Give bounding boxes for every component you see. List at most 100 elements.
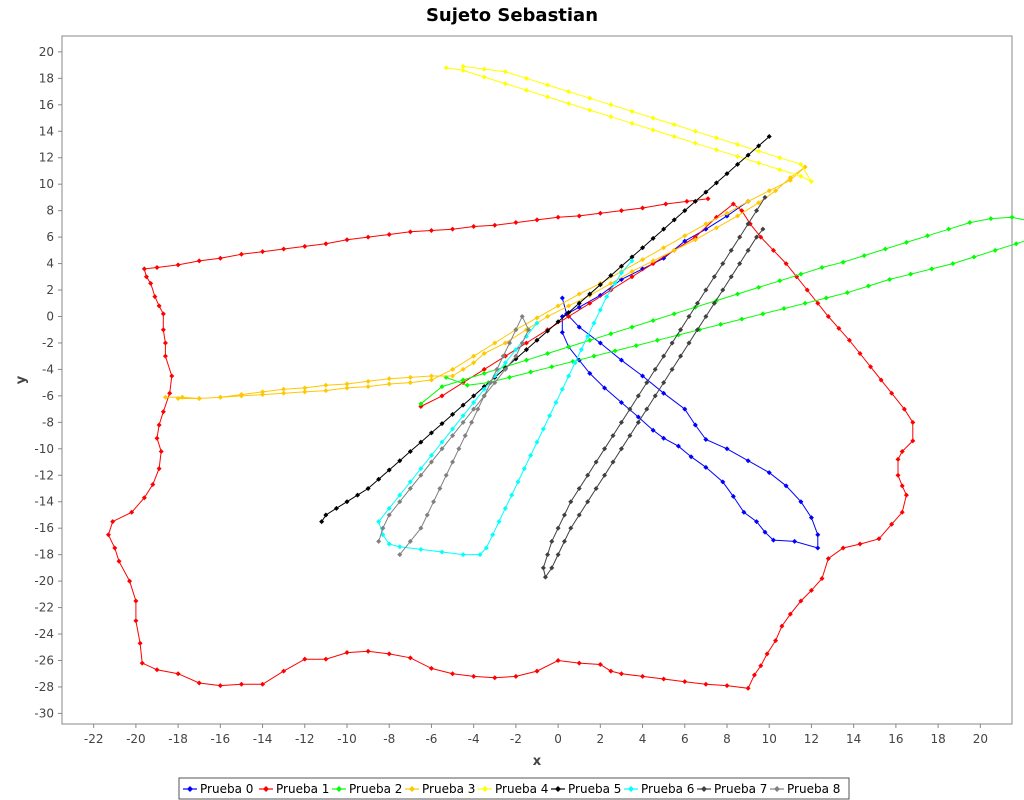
data-point [502, 505, 508, 511]
data-point [802, 300, 808, 306]
data-point [460, 402, 466, 408]
data-point [663, 201, 669, 207]
data-point [523, 357, 529, 363]
x-tick-label: 16 [888, 732, 903, 746]
data-point [882, 246, 888, 252]
data-point [654, 337, 660, 343]
data-point [281, 390, 287, 396]
legend-item: Prueba 0 [183, 782, 253, 796]
data-point [770, 537, 776, 543]
data-point [787, 611, 793, 617]
data-point [815, 300, 821, 306]
data-point [724, 446, 730, 452]
data-point [154, 265, 160, 271]
data-point [798, 598, 804, 604]
data-point [618, 446, 624, 452]
data-point [555, 303, 561, 309]
data-point [629, 269, 635, 275]
data-point [217, 683, 223, 689]
data-point [644, 380, 650, 386]
data-point [376, 519, 382, 525]
y-tick-label: -10 [34, 442, 54, 456]
data-point [158, 448, 164, 454]
y-tick-label: -20 [34, 574, 54, 588]
data-point [344, 237, 350, 243]
data-point [608, 114, 614, 120]
legend-item: Prueba 7 [697, 782, 767, 796]
data-point [903, 492, 909, 498]
data-point [428, 430, 434, 436]
data-point [110, 519, 116, 525]
y-axis: -30-28-26-24-22-20-18-16-14-12-10-8-6-4-… [34, 45, 62, 720]
data-point [844, 290, 850, 296]
data-point [555, 552, 561, 558]
y-tick-label: -16 [34, 521, 54, 535]
data-point [407, 229, 413, 235]
data-point [568, 499, 574, 505]
y-tick-label: 12 [39, 151, 54, 165]
data-point [745, 458, 751, 464]
data-point [418, 546, 424, 552]
data-point [515, 479, 521, 485]
data-point [608, 280, 614, 286]
x-tick-label: -10 [337, 732, 357, 746]
data-point [640, 245, 646, 251]
data-point [593, 459, 599, 465]
data-point [671, 247, 677, 253]
data-point [540, 565, 546, 571]
data-point [756, 200, 762, 206]
data-point [846, 337, 852, 343]
data-point [857, 541, 863, 547]
data-point [323, 388, 329, 394]
data-point [682, 406, 688, 412]
data-point [217, 394, 223, 400]
data-point [323, 656, 329, 662]
data-point [724, 683, 730, 689]
data-point [112, 545, 118, 551]
data-point [260, 681, 266, 687]
data-point [756, 143, 762, 149]
data-point [686, 340, 692, 346]
data-point [773, 638, 779, 644]
series-prueba-0 [559, 198, 821, 551]
legend-item: Prueba 1 [259, 782, 329, 796]
data-point [481, 351, 487, 357]
data-point [602, 446, 608, 452]
data-point [162, 340, 168, 346]
data-point [597, 661, 603, 667]
data-point [156, 466, 162, 472]
data-point [946, 226, 952, 232]
data-point [745, 685, 751, 691]
data-point [162, 353, 168, 359]
data-point [323, 512, 329, 518]
data-point [756, 160, 762, 166]
data-point [549, 565, 555, 571]
data-point [760, 226, 766, 232]
data-point [703, 189, 709, 195]
data-point [143, 274, 149, 280]
data-point [724, 210, 730, 216]
data-point [488, 380, 494, 386]
data-point [156, 303, 162, 309]
data-point [745, 221, 751, 227]
data-point [661, 676, 667, 682]
data-point [587, 107, 593, 113]
x-tick-label: -18 [168, 732, 188, 746]
data-point [576, 213, 582, 219]
data-point [694, 300, 700, 306]
data-point [889, 390, 895, 396]
data-point [481, 370, 487, 376]
data-point [566, 89, 572, 95]
data-point [705, 196, 711, 202]
series-prueba-4 [443, 63, 814, 185]
data-point [333, 505, 339, 511]
data-point [635, 414, 641, 420]
data-point [376, 538, 382, 544]
data-point [591, 353, 597, 359]
series-prueba-8 [376, 313, 532, 558]
data-point [477, 552, 483, 558]
series-line [378, 315, 530, 555]
data-point [739, 316, 745, 322]
x-tick-label: 2 [597, 732, 605, 746]
data-point [754, 208, 760, 214]
